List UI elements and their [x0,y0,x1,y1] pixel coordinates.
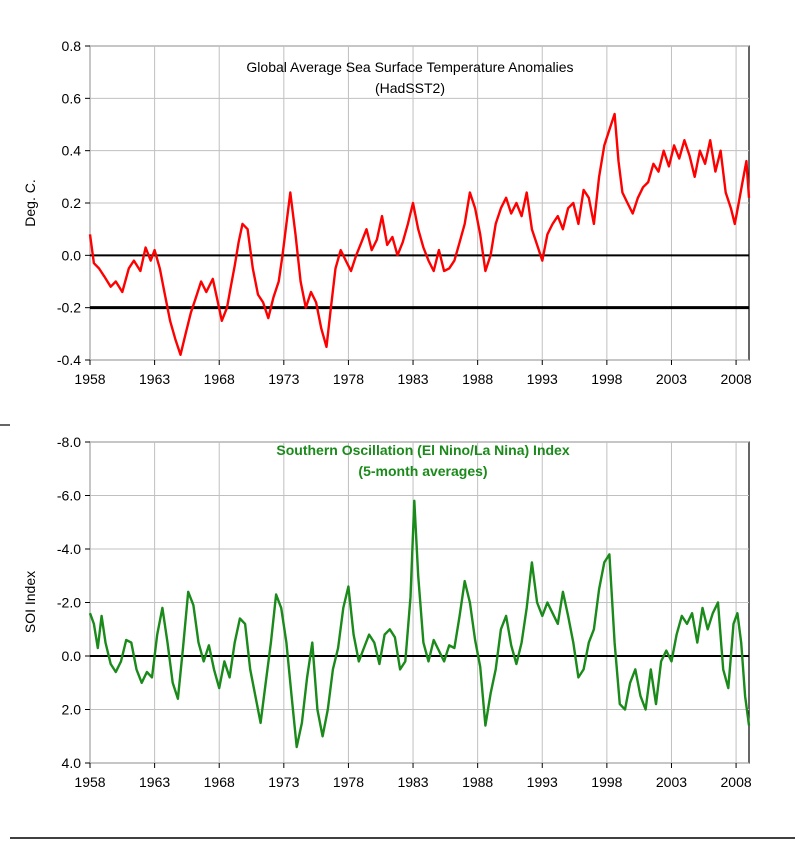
sst-x-tick-label: 2008 [721,371,752,387]
soi-x-tick-label: 1973 [268,774,299,790]
soi-y-tick-label: -4.0 [57,541,81,557]
sst-reference-lines [90,254,749,310]
soi-y-tick-label: 4.0 [62,755,82,771]
sst-x-tick-label: 1958 [74,371,105,387]
sst-x-tick-label: 1968 [204,371,235,387]
soi-chart-subtitle: (5-month averages) [358,463,487,479]
soi-chart-title: Southern Oscillation (El Nino/La Nina) I… [276,442,569,458]
soi-x-tick-label: 1958 [74,774,105,790]
sst-y-tick-label: 0.8 [62,38,82,54]
soi-x-tick-label: 1993 [527,774,558,790]
sst-y-ticks: 0.8 0.6 0.4 0.2 0.0 -0.2 -0.4 [57,38,90,368]
soi-x-tick-label: 1998 [591,774,622,790]
soi-x-tick-label: 1968 [204,774,235,790]
sst-chart-subtitle: (HadSST2) [375,80,445,96]
soi-y-ticks: -8.0 -6.0 -4.0 -2.0 0.0 2.0 4.0 [57,434,90,771]
sst-y-tick-label: 0.6 [62,90,82,106]
soi-y-tick-label: 0.0 [62,648,82,664]
soi-series-line [88,499,751,749]
sst-x-tick-label: 1973 [268,371,299,387]
soi-x-tick-label: 1963 [139,774,170,790]
sst-x-tick-label: 1963 [139,371,170,387]
soi-chart: -8.0-6.0-4.0-2.00.02.04.0 1958 1963 1968 19… [22,434,752,790]
sst-y-tick-label: 0.2 [62,195,82,211]
sst-x-tick-label: 1978 [333,371,364,387]
soi-x-tick-label: 2008 [721,774,752,790]
soi-x-tick-label: 1988 [462,774,493,790]
sst-chart-title: Global Average Sea Surface Temperature A… [246,59,573,75]
sst-y-tick-label: -0.4 [57,352,81,368]
soi-x-tick-label: 1983 [397,774,428,790]
soi-y-tick-label: 2.0 [62,702,82,718]
sst-y-tick-label: 0.4 [62,143,82,159]
sst-y-axis-label: Deg. C. [22,179,38,226]
sst-y-tick-label: 0.0 [62,247,82,263]
sst-chart: 0.8 0.6 0.4 0.2 0.0 -0.2 -0.4 1958 1963 1968 1973… [22,38,752,387]
sst-x-ticks: 1958 1963 1968 1973 1978 1983 1988 1993 1998 2003… [74,360,752,387]
sst-x-tick-label: 1988 [462,371,493,387]
soi-x-ticks: 1958 1963 1968 1973 1978 1983 1988 1993 1998 2003… [74,763,752,790]
sst-x-tick-label: 1998 [591,371,622,387]
sst-x-tick-label: 2003 [656,371,687,387]
sst-y-tick-label: -0.2 [57,300,81,316]
sst-series-line [88,112,751,356]
soi-y-tick-label: -6.0 [57,488,81,504]
sst-x-tick-label: 1993 [527,371,558,387]
soi-x-tick-label: 2003 [656,774,687,790]
soi-y-axis-label: SOI Index [22,571,38,633]
soi-y-tick-label: -8.0 [57,434,81,450]
soi-y-tick-label: -2.0 [57,595,81,611]
sst-x-tick-label: 1983 [397,371,428,387]
soi-x-tick-label: 1978 [333,774,364,790]
